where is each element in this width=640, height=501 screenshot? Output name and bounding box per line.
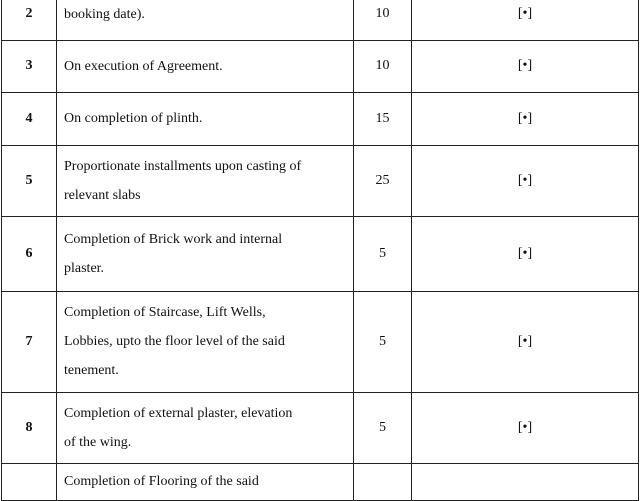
description-cell: Completion of external plaster, elevatio… bbox=[56, 392, 353, 463]
amount: [•] bbox=[411, 0, 639, 40]
amount: [•] bbox=[411, 40, 639, 92]
percentage: 10 bbox=[353, 40, 411, 92]
description-line: booking date). bbox=[64, 6, 145, 22]
description-line: tenement. bbox=[64, 363, 119, 378]
amount: [•] bbox=[411, 392, 639, 463]
percentage: 15 bbox=[353, 92, 411, 145]
table-row: 2 booking date). 10 [•] bbox=[1, 0, 639, 41]
description-cell: Completion of Brick work and internal pla… bbox=[56, 216, 353, 291]
row-number: 8 bbox=[1, 392, 56, 463]
description-cell: Completion of Flooring of the said bbox=[56, 463, 353, 500]
amount bbox=[411, 463, 639, 500]
row-number: 7 bbox=[1, 291, 56, 392]
amount: [•] bbox=[411, 291, 639, 392]
table-row: 3 On execution of Agreement. 10 [•] bbox=[1, 40, 639, 93]
row-number: 4 bbox=[1, 92, 56, 145]
row-number: 5 bbox=[1, 145, 56, 216]
row-number bbox=[1, 463, 56, 500]
description-line: Completion of Brick work and internal bbox=[64, 231, 283, 247]
table-row: 8 Completion of external plaster, elevati… bbox=[1, 392, 639, 464]
table-row: 5 Proportionate installments upon casting… bbox=[1, 145, 639, 217]
description-line: On completion of plinth. bbox=[64, 111, 203, 126]
amount: [•] bbox=[411, 216, 639, 291]
description-cell: booking date). bbox=[56, 0, 353, 40]
description-cell: Completion of Staircase, Lift Wells, Lobb… bbox=[56, 291, 353, 392]
table-row: Completion of Flooring of the said bbox=[1, 463, 639, 501]
description-line: Completion of Staircase, Lift Wells, bbox=[64, 305, 266, 320]
description-line: Proportionate installments upon casting … bbox=[64, 158, 302, 174]
percentage: 10 bbox=[353, 0, 411, 40]
description-line: Completion of external plaster, elevatio… bbox=[64, 405, 293, 421]
row-number: 3 bbox=[1, 40, 56, 92]
description-line: Lobbies, upto the floor level of the sai… bbox=[64, 334, 285, 349]
table-row: 7 Completion of Staircase, Lift Wells, Lob… bbox=[1, 291, 639, 393]
row-number: 2 bbox=[1, 0, 56, 40]
percentage: 5 bbox=[353, 216, 411, 291]
description-line: plaster. bbox=[64, 260, 105, 276]
amount: [•] bbox=[411, 145, 639, 216]
description-line: Completion of Flooring of the said bbox=[64, 474, 259, 489]
percentage: 25 bbox=[353, 145, 411, 216]
description-cell: Proportionate installments upon casting … bbox=[56, 145, 353, 216]
percentage: 5 bbox=[353, 291, 411, 392]
description-cell: On completion of plinth. bbox=[56, 92, 353, 145]
percentage bbox=[353, 463, 411, 500]
description-line: of the wing. bbox=[64, 434, 132, 450]
description-line: relevant slabs bbox=[64, 187, 141, 203]
amount: [•] bbox=[411, 92, 639, 145]
description-line: On execution of Agreement. bbox=[64, 58, 223, 74]
table-row: 6 Completion of Brick work and internal pl… bbox=[1, 216, 639, 292]
percentage: 5 bbox=[353, 392, 411, 463]
table-row: 4 On completion of plinth. 15 [•] bbox=[1, 92, 639, 146]
row-number: 6 bbox=[1, 216, 56, 291]
description-cell: On execution of Agreement. bbox=[56, 40, 353, 92]
